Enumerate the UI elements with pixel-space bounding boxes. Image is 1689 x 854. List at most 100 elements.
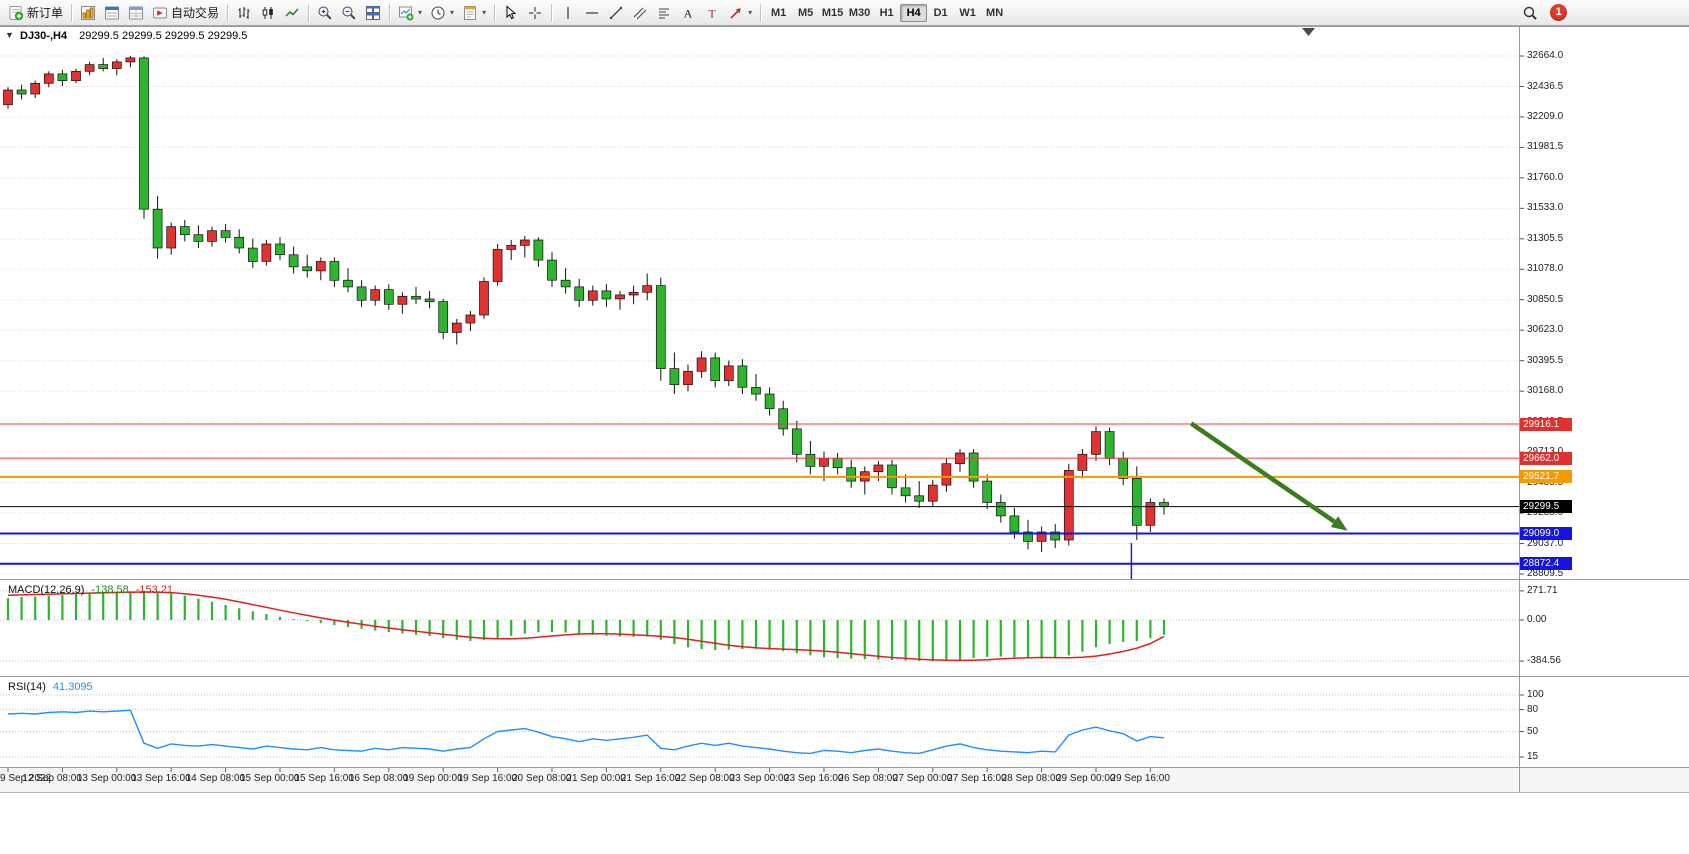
crosshair-button[interactable] [523, 2, 547, 24]
cursor-button[interactable] [499, 2, 523, 24]
candle [655, 285, 666, 369]
arrows-button[interactable]: ▾ [724, 2, 756, 24]
bar-chart-button[interactable] [232, 2, 256, 24]
equidistant-channel-button[interactable] [628, 2, 652, 24]
dropdown-caret-icon: ▾ [418, 8, 423, 17]
line-chart-icon [284, 5, 300, 21]
tile-windows-icon [365, 5, 381, 21]
price-tick-label: 30168.0 [1527, 385, 1564, 397]
price-tick-label: 30395.5 [1527, 354, 1564, 366]
profiles-button[interactable] [100, 2, 124, 24]
new-chart-button[interactable]: ▾ [394, 2, 426, 24]
timeframe-m1-button[interactable]: M1 [765, 4, 792, 22]
fibonacci-button[interactable] [652, 2, 676, 24]
candle [16, 89, 27, 95]
candle [533, 239, 544, 261]
candle [438, 301, 449, 333]
chart-title: DJ30-,H4 29299.5 29299.5 29299.5 29299.5 [20, 30, 247, 42]
rsi-line [7, 709, 1165, 755]
charts-button[interactable] [76, 2, 100, 24]
crosshair-icon [527, 5, 543, 21]
search-button[interactable] [1518, 2, 1542, 24]
candle [710, 357, 721, 382]
candle [356, 286, 367, 301]
rsi-axis-label: 100 [1527, 689, 1544, 700]
trendline-button[interactable] [604, 2, 628, 24]
time-label: 27 Sep 16:00 [947, 773, 1007, 784]
timeframe-mn-button[interactable]: MN [981, 4, 1008, 22]
period-icon [430, 5, 446, 21]
candle [873, 464, 884, 473]
text-button[interactable]: A [676, 2, 700, 24]
data-window-button[interactable] [124, 2, 148, 24]
time-label: 22 Sep 08:00 [675, 773, 735, 784]
candle [927, 484, 938, 502]
horizontal-line-icon [584, 5, 600, 21]
one-click-trading-toggle[interactable]: ▼ [5, 30, 14, 40]
candle [791, 428, 802, 455]
vertical-line-button[interactable] [556, 2, 580, 24]
candle [1063, 470, 1074, 541]
new-order-button[interactable]: 新订单 [4, 2, 67, 24]
time-label: 15 Sep 16:00 [294, 773, 354, 784]
time-label: 16 Sep 08:00 [348, 773, 409, 784]
timeframe-d1-button[interactable]: D1 [927, 4, 954, 22]
candle [193, 234, 204, 242]
candle [914, 495, 925, 502]
timeframe-m30-button[interactable]: M30 [846, 4, 873, 22]
timeframe-m15-button[interactable]: M15 [819, 4, 846, 22]
price-tick-label: 30623.0 [1527, 324, 1564, 336]
candle [397, 295, 408, 305]
notification-badge[interactable]: 1 [1550, 4, 1567, 21]
autotrading-icon [152, 5, 168, 21]
rsi-axis-label: 50 [1527, 725, 1539, 737]
candle [683, 370, 693, 386]
templates-button[interactable]: ▾ [458, 2, 490, 24]
line-chart-button[interactable] [280, 2, 304, 24]
time-label: 28 Sep 08:00 [1001, 773, 1062, 784]
candle [288, 254, 299, 268]
candle [982, 480, 993, 503]
arrows-icon [728, 5, 744, 21]
toolbar-separator [389, 3, 391, 22]
candle [696, 357, 707, 372]
periods-button[interactable]: ▾ [426, 2, 458, 24]
macd-axis-label: -384.56 [1527, 655, 1561, 667]
candle [43, 73, 54, 84]
symbol-period-label: DJ30-,H4 [20, 30, 68, 42]
timeframe-w1-button[interactable]: W1 [954, 4, 981, 22]
time-label: 9 Sep 2022 [0, 773, 52, 784]
candle [1036, 531, 1047, 542]
timeframe-m5-button[interactable]: M5 [792, 4, 819, 22]
trend-arrow-object[interactable] [1189, 421, 1348, 531]
timeframe-h4-button[interactable]: H4 [900, 3, 928, 22]
timeframe-h1-button[interactable]: H1 [873, 4, 900, 22]
rsi-axis-label: 80 [1527, 703, 1539, 715]
text-label-button[interactable]: T [700, 2, 724, 24]
autotrading-button[interactable]: 自动交易 [148, 2, 223, 24]
zoom-in-button[interactable] [313, 2, 337, 24]
chart-shift-marker[interactable] [1302, 28, 1315, 36]
horizontal-line-button[interactable] [580, 2, 604, 24]
candlestick-button[interactable] [256, 2, 280, 24]
candle [152, 208, 163, 249]
candle [207, 230, 217, 242]
candle [343, 279, 353, 288]
tile-windows-button[interactable] [361, 2, 385, 24]
macd-axis-label: 0.00 [1527, 614, 1547, 625]
channel-icon [632, 5, 648, 21]
new-order-button-label: 新订单 [27, 6, 64, 20]
price-tick-label: 31078.0 [1527, 263, 1564, 275]
candle [275, 243, 285, 256]
zoom-in-icon [317, 5, 333, 21]
zoom-out-button[interactable] [337, 2, 361, 24]
candle [764, 393, 775, 410]
search-icon [1522, 5, 1538, 21]
time-label: 13 Sep 16:00 [131, 773, 191, 784]
time-label: 21 Sep 00:00 [566, 773, 626, 784]
toolbar: 新订单 自动交易 ▾ ▾ ▾ A T ▾ M1 M5 M15 M30 H1 H4 D1 W1 MN 1 [0, 0, 1689, 26]
candle [383, 289, 394, 305]
